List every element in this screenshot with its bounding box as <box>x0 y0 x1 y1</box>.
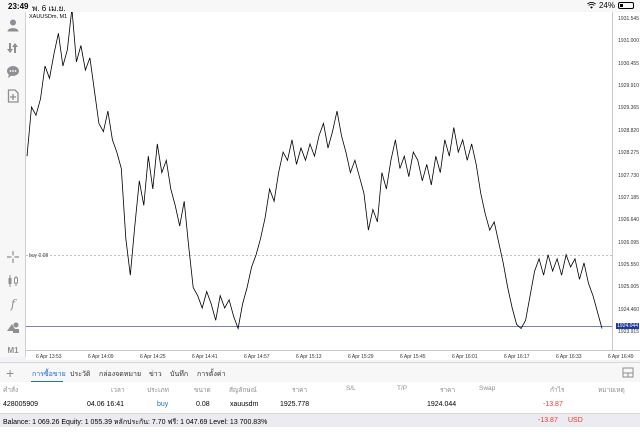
indicator-f-icon[interactable]: f <box>10 297 16 311</box>
objects-icon[interactable] <box>5 319 21 335</box>
tab-news[interactable]: ข่าว <box>149 371 162 378</box>
price-tick-label: 1931.000 <box>618 38 639 45</box>
price-axis[interactable]: 1931.545 1931.000 1930.455 1929.910 1929.365… <box>612 12 640 350</box>
order-type: buy <box>157 401 169 408</box>
price-tick-label: 1927.185 <box>618 194 639 201</box>
wifi-icon <box>587 2 596 9</box>
order-id: 428005909 <box>3 401 39 408</box>
time-tick-label: 6 Apr 14:09 <box>88 354 114 360</box>
col-swap[interactable]: Swap <box>479 385 496 392</box>
price-tick-label: 1925.550 <box>618 261 639 268</box>
toolbox-tabs: + การซื้อขาย ประวัติ กล่องจดหมาย ข่าว บั… <box>0 362 640 383</box>
time-tick-label: 6 Apr 16:33 <box>556 354 582 360</box>
col-comment[interactable]: หมายเหตุ <box>598 387 625 394</box>
order-profit: -13.87 <box>543 401 563 408</box>
price-chart[interactable] <box>26 12 612 350</box>
time-tick-label: 6 Apr 16:01 <box>452 354 478 360</box>
time-tick-label: 6 Apr 14:25 <box>140 354 166 360</box>
col-tp[interactable]: T/P <box>397 385 408 392</box>
order-open-price: 1925.778 <box>280 401 310 408</box>
layout-toggle-icon[interactable] <box>622 367 634 378</box>
left-toolbar: f M1 <box>0 12 26 357</box>
time-tick-label: 6 Apr 14:57 <box>244 354 270 360</box>
battery-icon <box>618 2 634 9</box>
status-right: 24% <box>587 1 634 10</box>
col-symbol[interactable]: สัญลักษณ์ <box>229 387 257 394</box>
order-time: 04.06 16:41 <box>87 401 124 408</box>
col-profit[interactable]: กำไร <box>550 387 565 394</box>
col-order[interactable]: คำสั่ง <box>3 387 19 394</box>
trade-arrows-icon[interactable] <box>5 40 21 56</box>
tab-settings[interactable]: การตั้งค่า <box>197 371 226 378</box>
balance-bar: Balance: 1 069.26 Equity: 1 055.39 หลักป… <box>0 413 640 427</box>
col-price[interactable]: ราคา <box>440 387 456 394</box>
tab-trade[interactable]: การซื้อขาย <box>32 371 66 378</box>
order-symbol: xauusdm <box>230 401 259 408</box>
table-header: คำสั่ง เวลา ประเภท ขนาด สัญลักษณ์ ราคา S… <box>0 382 640 396</box>
time-tick-label: 6 Apr 16:17 <box>504 354 530 360</box>
tab-journal[interactable]: บันทึก <box>170 371 189 378</box>
timeframe-label[interactable]: M1 <box>7 345 19 355</box>
status-date: พ. 6 เม.ย. <box>32 4 66 13</box>
price-tick-label: 1930.455 <box>618 60 639 67</box>
chat-icon[interactable] <box>5 64 21 80</box>
account-icon[interactable] <box>5 17 21 33</box>
time-tick-label: 6 Apr 13:53 <box>36 354 62 360</box>
new-document-icon[interactable] <box>5 88 21 104</box>
col-sl[interactable]: S/L <box>346 385 356 392</box>
order-current-price: 1924.044 <box>427 401 457 408</box>
currency-label: USD <box>568 417 583 424</box>
col-size[interactable]: ขนาด <box>194 387 211 394</box>
candlestick-icon[interactable] <box>5 273 21 289</box>
col-open-price[interactable]: ราคา <box>292 387 308 394</box>
balance-summary: Balance: 1 069.26 Equity: 1 055.39 หลักป… <box>3 419 268 426</box>
total-profit: -13.87 <box>538 417 558 424</box>
price-tick-label: 1926.095 <box>618 239 639 246</box>
price-tick-label: 1928.820 <box>618 127 639 134</box>
price-tick-label: 1929.910 <box>618 83 639 90</box>
time-tick-label: 6 Apr 16:49 <box>608 354 634 360</box>
price-tick-label: 1929.365 <box>618 105 639 112</box>
time-tick-label: 6 Apr 15:29 <box>348 354 374 360</box>
add-order-icon[interactable]: + <box>6 365 15 381</box>
time-axis[interactable]: 6 Apr 13:53 6 Apr 14:09 6 Apr 14:25 6 Apr 1… <box>26 350 640 360</box>
tab-history[interactable]: ประวัติ <box>70 371 91 378</box>
crosshair-icon[interactable] <box>5 249 21 265</box>
chart-symbol-label: XAUUSDm, M1 <box>29 14 68 20</box>
price-tick-label: 1925.005 <box>618 284 639 291</box>
buy-line-label: buy 0.08 <box>29 253 49 259</box>
price-tick-label: 1923.915 <box>618 329 639 335</box>
status-time: 23:49 <box>8 2 29 11</box>
price-tick-label: 1931.545 <box>618 16 639 22</box>
tab-mailbox[interactable]: กล่องจดหมาย <box>99 371 142 378</box>
empty-area <box>0 427 640 447</box>
table-row[interactable]: 428005909 04.06 16:41 buy 0.08 xauusdm 1… <box>0 396 640 414</box>
price-tick-label: 1926.640 <box>618 217 639 224</box>
price-line <box>26 12 612 331</box>
time-tick-label: 6 Apr 15:13 <box>296 354 322 360</box>
price-tick-label: 1924.460 <box>618 306 639 313</box>
price-tick-label: 1927.730 <box>618 172 639 179</box>
col-type[interactable]: ประเภท <box>147 387 169 394</box>
battery-percent: 24% <box>598 1 615 10</box>
time-tick-label: 6 Apr 15:45 <box>400 354 426 360</box>
order-size: 0.08 <box>196 401 210 408</box>
time-tick-label: 6 Apr 14:41 <box>192 354 218 360</box>
status-bar: 23:49 พ. 6 เม.ย. 24% <box>0 0 640 13</box>
price-tick-label: 1928.275 <box>618 150 639 157</box>
current-price-label: 1924.044 <box>616 322 639 329</box>
col-time[interactable]: เวลา <box>111 387 125 394</box>
